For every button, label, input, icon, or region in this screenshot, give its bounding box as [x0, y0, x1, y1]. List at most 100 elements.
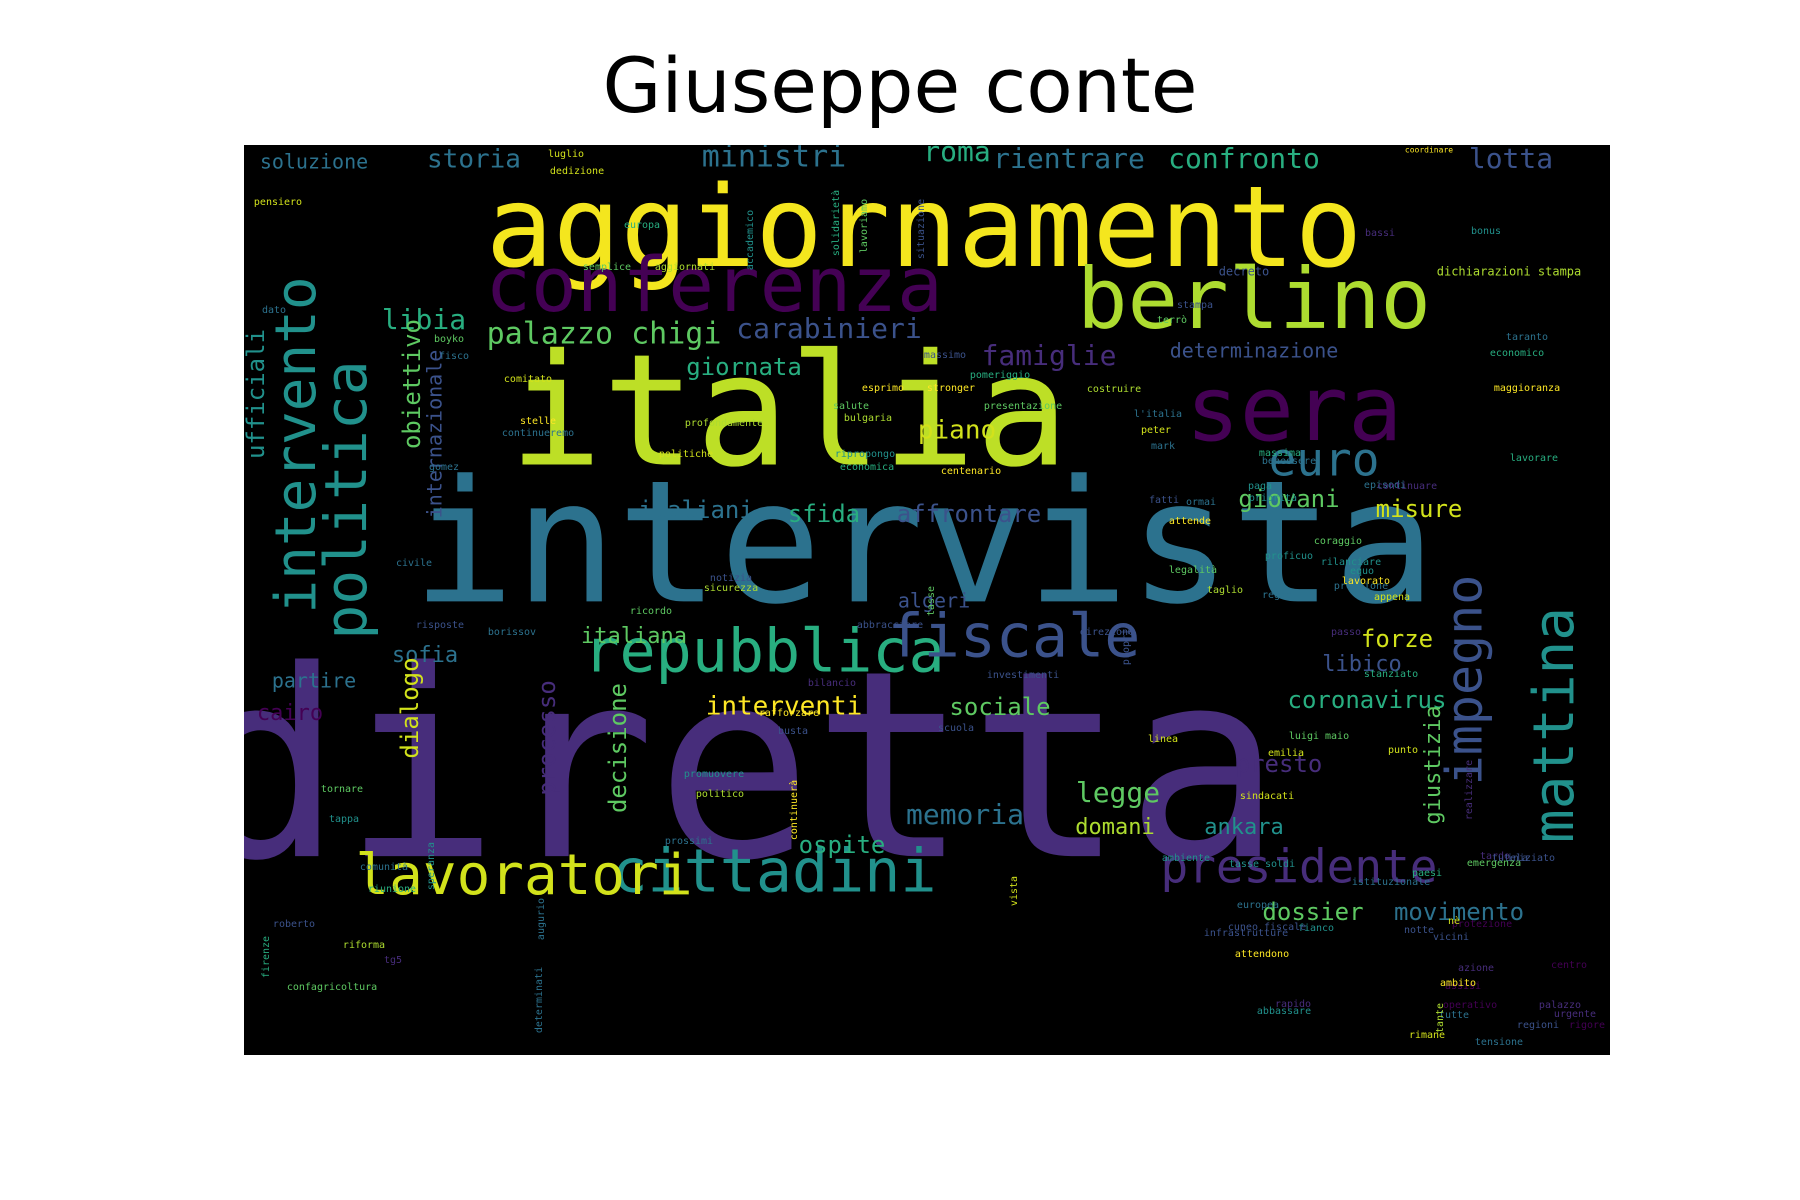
cloud-word: tutela [1492, 853, 1528, 864]
cloud-word: cittadini [611, 837, 936, 907]
cloud-word: conferenza [485, 240, 943, 329]
cloud-word: presentazione [984, 401, 1062, 412]
cloud-word: decreto [1219, 265, 1270, 279]
cloud-word: misure [1376, 495, 1463, 523]
cloud-word: sicurezza [704, 583, 758, 594]
cloud-word: piano [918, 416, 996, 446]
cloud-word: regioni [1517, 1020, 1559, 1031]
cloud-word: ospite [799, 831, 886, 859]
cloud-word: dichiarazioni stampa [1437, 265, 1582, 279]
cloud-word: italiana [581, 624, 687, 649]
cloud-word: dossier [1262, 898, 1363, 926]
cloud-word: ormai [1186, 497, 1216, 508]
cloud-word: coordinare [1405, 146, 1453, 155]
cloud-word: carabinieri [736, 312, 921, 345]
cloud-word: ministri [702, 145, 847, 175]
cloud-word: economica [840, 462, 894, 473]
cloud-word: paesi [1412, 868, 1442, 879]
cloud-word: emergenza [1467, 858, 1521, 869]
cloud-word: equo [1350, 566, 1374, 577]
cloud-word: urgente [1554, 1009, 1596, 1020]
cloud-word: tutte [1439, 1010, 1469, 1021]
cloud-word: luigi maio [1289, 731, 1349, 742]
cloud-word: ricordo [630, 606, 672, 617]
cloud-word: algeri [898, 589, 970, 613]
cloud-word: solidarietà [830, 190, 842, 256]
cloud-word: europea [1237, 900, 1279, 911]
cloud-word: impegno [1436, 575, 1494, 786]
cloud-word: confagricoltura [287, 982, 377, 993]
cloud-word: regno [1262, 590, 1292, 601]
cloud-word: punto [1388, 745, 1418, 756]
cloud-word: risposte [416, 620, 464, 631]
cloud-word: luglio [548, 149, 584, 160]
cloud-word: repubblica [583, 617, 944, 687]
cloud-word: bonus [1471, 226, 1501, 237]
cloud-word: cuneo fiscale [1228, 922, 1306, 933]
cloud-word: nè [1448, 915, 1460, 927]
cloud-word: continuerà [788, 780, 800, 840]
cloud-word: domani [1075, 815, 1154, 840]
cloud-word: massima [1259, 448, 1301, 459]
cloud-word: profondamente [685, 418, 763, 429]
cloud-word: tornare [321, 784, 363, 795]
cloud-word: protezione [1452, 919, 1512, 930]
cloud-word: aggiornamento [486, 163, 1363, 293]
cloud-word: sfida [788, 500, 860, 528]
cloud-word: attendono [1235, 949, 1289, 960]
cloud-word: ankara [1204, 815, 1283, 840]
cloud-word: libia [382, 303, 466, 336]
cloud-word: ambito [1440, 978, 1476, 989]
cloud-word: sofia [392, 643, 458, 668]
cloud-word: roma [923, 145, 990, 168]
cloud-word: fatti [1149, 495, 1179, 506]
cloud-word: giustizia [1421, 705, 1446, 824]
cloud-word: boyko [434, 334, 464, 345]
cloud-word: propri [1121, 629, 1132, 665]
cloud-word: terrò [1157, 314, 1187, 326]
cloud-word: maggioranza [1494, 383, 1560, 394]
cloud-word: italia [509, 320, 1069, 501]
cloud-word: comunità [360, 861, 408, 873]
cloud-word: firenze [261, 936, 272, 978]
cloud-word: movimento [1394, 898, 1524, 926]
cloud-word: coronavirus [1288, 686, 1447, 714]
cloud-word: stelle [520, 416, 556, 427]
cloud-word: confronto [1168, 145, 1320, 175]
cloud-word: determinazione [1170, 339, 1339, 363]
cloud-word: situazione [916, 199, 927, 259]
cloud-word: azione [1458, 963, 1494, 974]
cloud-word: palazzo [1539, 1000, 1581, 1011]
cloud-word: massimo [924, 350, 966, 361]
cloud-word: abbassare [1257, 1006, 1311, 1017]
cloud-word: interventi [706, 692, 863, 722]
figure-title: Giuseppe conte [602, 41, 1198, 130]
cloud-word: ufficiali [244, 329, 270, 459]
cloud-word: borissov [488, 627, 536, 638]
cloud-word: emilia [1268, 748, 1304, 759]
cloud-word: politiche [659, 449, 713, 460]
cloud-word: rigore [1569, 1020, 1605, 1031]
cloud-word: gomez [429, 462, 459, 473]
cloud-word: forze [1361, 625, 1433, 653]
cloud-word: infrastrutture [1204, 928, 1288, 939]
cloud-word: euro [1269, 433, 1380, 487]
cloud-word: peter [1141, 425, 1171, 436]
cloud-word: episodi [1364, 480, 1406, 491]
cloud-word: appena [1374, 592, 1410, 603]
cloud-word: intervento [264, 276, 329, 613]
cloud-word: dialogo [396, 657, 424, 758]
cloud-word: semplice [583, 262, 631, 273]
cloud-word: abbracciare [857, 620, 923, 631]
cloud-word: rimane [1409, 1030, 1445, 1041]
word-cloud: diretta intervista italia aggiornamento sera… [244, 145, 1610, 1055]
cloud-word: tensione [1475, 1037, 1523, 1048]
cloud-word: riforma [343, 940, 385, 951]
cloud-word: fiscale [888, 602, 1141, 672]
cloud-word: presidente [1161, 840, 1438, 894]
cloud-word: speranza [426, 842, 437, 890]
cloud-word: riunione [368, 884, 416, 895]
cloud-word: tappa [329, 814, 359, 825]
cloud-word: accademico [745, 210, 756, 270]
